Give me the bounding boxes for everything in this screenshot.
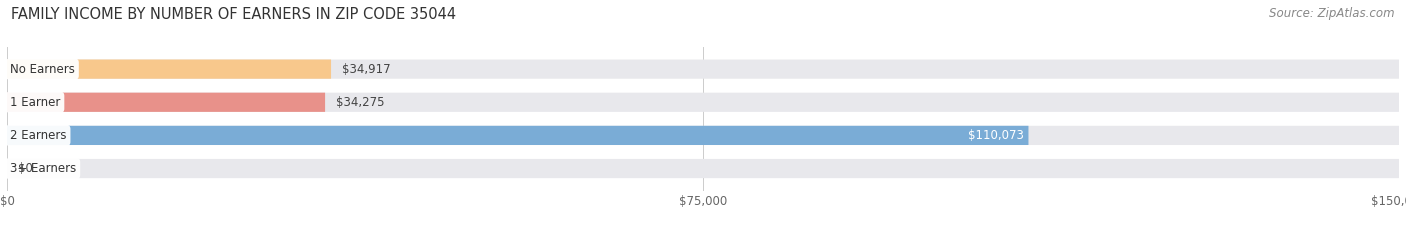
Text: $34,275: $34,275 <box>336 96 385 109</box>
FancyBboxPatch shape <box>7 159 1399 178</box>
Text: 2 Earners: 2 Earners <box>10 129 66 142</box>
FancyBboxPatch shape <box>7 59 330 79</box>
Text: 1 Earner: 1 Earner <box>10 96 60 109</box>
Text: No Earners: No Earners <box>10 63 75 76</box>
Text: Source: ZipAtlas.com: Source: ZipAtlas.com <box>1270 7 1395 20</box>
FancyBboxPatch shape <box>7 59 1399 79</box>
Text: $0: $0 <box>18 162 32 175</box>
Text: $34,917: $34,917 <box>342 63 391 76</box>
FancyBboxPatch shape <box>7 126 1399 145</box>
Text: $110,073: $110,073 <box>969 129 1025 142</box>
FancyBboxPatch shape <box>7 126 1028 145</box>
FancyBboxPatch shape <box>7 93 325 112</box>
Text: 3+ Earners: 3+ Earners <box>10 162 76 175</box>
Text: FAMILY INCOME BY NUMBER OF EARNERS IN ZIP CODE 35044: FAMILY INCOME BY NUMBER OF EARNERS IN ZI… <box>11 7 457 22</box>
FancyBboxPatch shape <box>7 93 1399 112</box>
